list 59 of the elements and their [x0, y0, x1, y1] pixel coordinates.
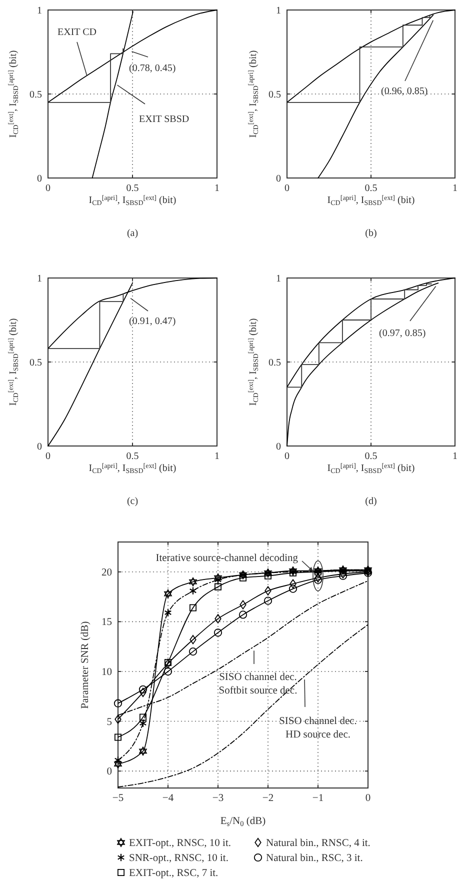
x-tick-label: −5: [112, 793, 124, 804]
x-axis-title: I$_{CD}$$^{[apri]}$, I$_{SBSD}$$^{[ext]}$ (bit): [327, 194, 415, 207]
y-tick-label: 1: [37, 6, 42, 16]
y-tick-label: 1: [37, 274, 42, 284]
x-axis-title: I$_{CD}$$^{[apri]}$, I$_{SBSD}$$^{[ext]}$ (bit): [88, 462, 176, 475]
y-tick-label: 0.5: [268, 358, 281, 368]
y-tick-label: 0.5: [30, 358, 42, 368]
y-tick-label: 0: [106, 766, 112, 778]
annotation: EXIT CD: [58, 27, 96, 38]
y-tick-label: 0.5: [268, 90, 281, 100]
x-axis-title: E$_{s}$/N$_{0}$ (dB): [220, 816, 266, 828]
legend-label: SNR-opt., RNSC, 10 it.: [129, 853, 228, 864]
x-tick-label: 1: [214, 451, 220, 462]
x-tick-label: 1: [452, 183, 458, 194]
x-tick-label: −3: [212, 793, 224, 804]
x-axis-title: I$_{CD}$$^{[apri]}$, I$_{SBSD}$$^{[ext]}$ (bit): [88, 194, 176, 207]
y-tick-label: 1: [276, 6, 281, 16]
y-tick-label: 1: [276, 274, 281, 284]
x-tick-label: 0: [46, 183, 50, 194]
x-tick-label: 0: [284, 451, 290, 462]
x-axis-title: I$_{CD}$$^{[apri]}$, I$_{SBSD}$$^{[ext]}$ (bit): [327, 462, 415, 475]
x-tick-label: 0: [284, 183, 290, 194]
y-tick-label: 0: [37, 174, 42, 184]
y-tick-label: 0: [37, 442, 42, 452]
legend-label: Natural bin., RSC, 3 it.: [266, 853, 363, 864]
x-tick-label: 0.5: [126, 451, 139, 462]
x-tick-label: −2: [262, 793, 274, 804]
text: (c): [126, 496, 138, 507]
y-tick-label: 5: [106, 716, 112, 728]
text: (d): [365, 496, 377, 507]
annotation: (0.97, 0.85): [379, 328, 426, 339]
y-tick-label: 10: [102, 666, 112, 678]
x-tick-label: 1: [452, 451, 458, 462]
annotation: SISO channel dec. HD source dec.: [279, 716, 357, 741]
y-tick-label: 15: [102, 617, 112, 628]
annotation: EXIT SBSD: [139, 114, 190, 125]
x-tick-label: −4: [162, 793, 174, 804]
text: (b): [365, 228, 377, 239]
y-tick-label: 0: [276, 174, 281, 184]
y-tick-label: 0.5: [30, 90, 42, 100]
x-tick-label: 0: [365, 793, 371, 804]
annotation: (0.96, 0.85): [381, 86, 428, 97]
annotation: (0.78, 0.45): [129, 63, 176, 74]
legend-label: EXIT-opt., RNSC, 10 it.: [129, 838, 231, 849]
legend-label: Natural bin., RNSC, 4 it.: [266, 838, 370, 849]
legend-label: EXIT-opt., RSC, 7 it.: [129, 868, 218, 879]
x-tick-label: −1: [312, 793, 324, 804]
text: (a): [126, 228, 138, 239]
annotation: (0.91, 0.47): [129, 316, 176, 327]
x-tick-label: 0.5: [126, 183, 139, 194]
annotation: SISO channel dec. Softbit source dec.: [218, 672, 298, 697]
y-axis-title: Parameter SNR (dB): [80, 620, 91, 709]
x-tick-label: 0.5: [364, 451, 378, 462]
x-tick-label: 0: [46, 451, 50, 462]
y-tick-label: 0: [276, 442, 281, 452]
x-tick-label: 1: [214, 183, 220, 194]
annotation: Iterative source-channel decoding: [156, 553, 299, 564]
y-tick-label: 20: [102, 567, 112, 578]
x-tick-label: 0.5: [364, 183, 378, 194]
